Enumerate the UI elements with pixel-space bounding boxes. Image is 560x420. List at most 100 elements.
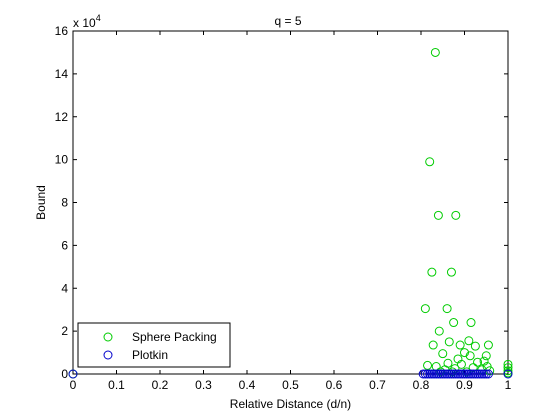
x-tick-label: 0.3 <box>195 378 212 392</box>
point-plotkin <box>431 369 441 379</box>
axis-ticks: 0 0.1 0.2 0.3 0.4 0.5 0.6 0.7 0.8 0.9 102468101214… <box>55 24 512 392</box>
y-axis-label: Bound <box>34 185 48 220</box>
point-sphere-packing <box>442 304 452 314</box>
point-plotkin <box>503 369 513 379</box>
x-tick-label: 0.5 <box>282 378 299 392</box>
point-sphere-packing <box>456 359 466 369</box>
point-plotkin <box>483 369 493 379</box>
x-tick-label: 0 <box>70 378 77 392</box>
point-plotkin <box>68 369 78 379</box>
legend-label-plotkin: Plotkin <box>132 348 168 362</box>
point-plotkin <box>433 369 443 379</box>
point-sphere-packing <box>481 351 491 361</box>
point-sphere-packing <box>443 358 453 368</box>
point-plotkin <box>462 369 472 379</box>
point-sphere-packing <box>455 340 465 350</box>
x-tick-label: 0.7 <box>369 378 386 392</box>
point-plotkin <box>453 369 463 379</box>
point-plotkin <box>429 369 439 379</box>
y-tick-label: 10 <box>55 153 69 167</box>
point-sphere-packing <box>427 267 437 277</box>
x-axis-label: Relative Distance (d/n) <box>230 397 351 411</box>
chart-title: q = 5 <box>274 14 301 28</box>
x-tick-label: 0.6 <box>326 378 343 392</box>
point-plotkin <box>418 369 428 379</box>
legend-label-sphere-packing: Sphere Packing <box>132 330 217 344</box>
point-sphere-packing <box>428 340 438 350</box>
x-tick-label: 1 <box>505 378 512 392</box>
point-plotkin <box>440 369 450 379</box>
point-sphere-packing <box>423 360 433 370</box>
legend: Sphere Packing Plotkin <box>77 322 231 368</box>
point-plotkin <box>455 369 465 379</box>
x-tick-label: 0.4 <box>239 378 256 392</box>
point-sphere-packing <box>425 157 435 167</box>
point-plotkin <box>438 369 448 379</box>
point-sphere-packing <box>464 336 474 346</box>
point-sphere-packing <box>430 47 440 57</box>
point-plotkin <box>420 369 430 379</box>
point-sphere-packing <box>451 210 461 220</box>
y-tick-label: 2 <box>61 324 68 338</box>
point-plotkin <box>436 369 446 379</box>
point-sphere-packing <box>466 318 476 328</box>
y-tick-label: 14 <box>55 67 69 81</box>
point-sphere-packing <box>420 304 430 314</box>
point-sphere-packing <box>465 351 475 361</box>
x-tick-label: 0.9 <box>456 378 473 392</box>
y-tick-label: 8 <box>61 196 68 210</box>
point-plotkin <box>481 369 491 379</box>
data-points <box>68 47 513 379</box>
point-plotkin <box>477 369 487 379</box>
point-sphere-packing <box>434 326 444 336</box>
legend-marker-sphere-packing <box>103 332 113 342</box>
x-tick-label: 0.1 <box>108 378 125 392</box>
point-plotkin <box>468 369 478 379</box>
y-tick-label: 6 <box>61 238 68 252</box>
point-sphere-packing <box>503 366 513 376</box>
point-plotkin <box>457 369 467 379</box>
legend-box <box>77 322 231 368</box>
point-sphere-packing <box>433 210 443 220</box>
point-plotkin <box>442 369 452 379</box>
point-plotkin <box>444 369 454 379</box>
y-tick-label: 16 <box>55 24 69 38</box>
point-sphere-packing <box>446 267 456 277</box>
point-plotkin <box>460 369 469 379</box>
point-plotkin <box>464 369 474 379</box>
point-plotkin <box>423 369 433 379</box>
point-sphere-packing <box>444 337 454 347</box>
point-sphere-packing <box>473 357 483 367</box>
point-sphere-packing <box>483 340 493 350</box>
legend-marker-plotkin <box>103 350 113 360</box>
point-plotkin <box>473 369 483 379</box>
point-sphere-packing <box>468 363 478 373</box>
y-tick-label: 12 <box>55 110 69 124</box>
point-sphere-packing <box>460 348 469 358</box>
y-scale-factor-base: x 10 <box>73 16 96 30</box>
y-tick-label: 0 <box>61 367 68 381</box>
point-sphere-packing <box>503 363 513 373</box>
point-sphere-packing <box>436 367 446 377</box>
plot-area <box>72 30 509 375</box>
point-sphere-packing <box>470 341 480 351</box>
point-plotkin <box>425 369 435 379</box>
point-plotkin <box>470 369 480 379</box>
point-sphere-packing <box>462 367 472 377</box>
point-sphere-packing <box>449 318 459 328</box>
point-plotkin <box>479 369 489 379</box>
point-plotkin <box>451 369 461 379</box>
x-tick-label: 0.8 <box>413 378 430 392</box>
point-sphere-packing <box>438 349 448 359</box>
point-plotkin <box>475 369 485 379</box>
y-scale-factor-exponent: 4 <box>96 13 101 23</box>
point-plotkin <box>449 369 459 379</box>
point-sphere-packing <box>479 356 489 366</box>
point-plotkin <box>446 369 456 379</box>
point-plotkin <box>427 369 437 379</box>
x-tick-label: 0.2 <box>152 378 169 392</box>
point-sphere-packing <box>503 359 513 369</box>
y-tick-label: 4 <box>61 281 68 295</box>
point-plotkin <box>466 369 476 379</box>
